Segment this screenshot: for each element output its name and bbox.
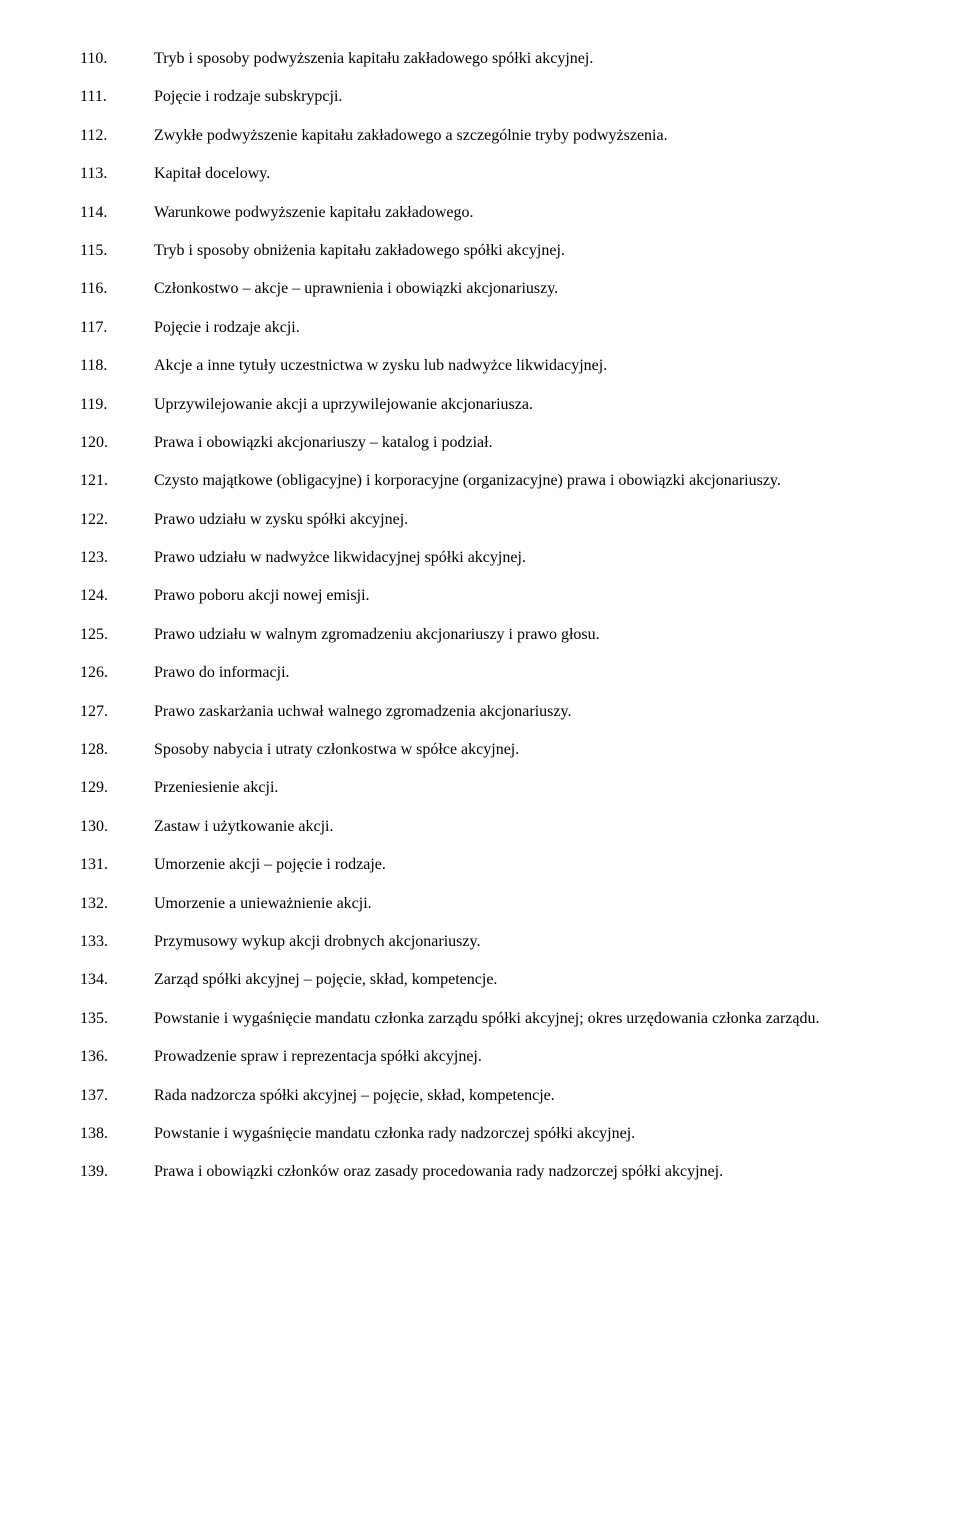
list-item-number: 110. bbox=[80, 40, 154, 78]
list-item-number: 119. bbox=[80, 386, 154, 424]
list-item: 138.Powstanie i wygaśnięcie mandatu czło… bbox=[80, 1115, 880, 1153]
list-item-number: 116. bbox=[80, 270, 154, 308]
list-item: 112.Zwykłe podwyższenie kapitału zakłado… bbox=[80, 117, 880, 155]
list-item: 129.Przeniesienie akcji. bbox=[80, 769, 880, 807]
list-item: 122.Prawo udziału w zysku spółki akcyjne… bbox=[80, 501, 880, 539]
list-item: 124.Prawo poboru akcji nowej emisji. bbox=[80, 577, 880, 615]
list-item: 121.Czysto majątkowe (obligacyjne) i kor… bbox=[80, 462, 880, 500]
list-item-text: Członkostwo – akcje – uprawnienia i obow… bbox=[154, 270, 880, 308]
list-item-number: 130. bbox=[80, 808, 154, 846]
list-item: 127.Prawo zaskarżania uchwał walnego zgr… bbox=[80, 693, 880, 731]
list-item-text: Prawa i obowiązki akcjonariuszy – katalo… bbox=[154, 424, 880, 462]
list-item-text: Czysto majątkowe (obligacyjne) i korpora… bbox=[154, 462, 880, 500]
list-item-number: 117. bbox=[80, 309, 154, 347]
list-item: 135.Powstanie i wygaśnięcie mandatu czło… bbox=[80, 1000, 880, 1038]
list-item-text: Kapitał docelowy. bbox=[154, 155, 880, 193]
list-item-number: 124. bbox=[80, 577, 154, 615]
list-item-text: Przeniesienie akcji. bbox=[154, 769, 880, 807]
list-item-number: 134. bbox=[80, 961, 154, 999]
list-item-text: Rada nadzorcza spółki akcyjnej – pojęcie… bbox=[154, 1077, 880, 1115]
list-item-text: Prawo udziału w nadwyżce likwidacyjnej s… bbox=[154, 539, 880, 577]
list-item-number: 138. bbox=[80, 1115, 154, 1153]
list-item-number: 118. bbox=[80, 347, 154, 385]
list-item-number: 111. bbox=[80, 78, 154, 116]
list-item-text: Umorzenie akcji – pojęcie i rodzaje. bbox=[154, 846, 880, 884]
list-item: 125.Prawo udziału w walnym zgromadzeniu … bbox=[80, 616, 880, 654]
list-item: 119.Uprzywilejowanie akcji a uprzywilejo… bbox=[80, 386, 880, 424]
list-item: 123.Prawo udziału w nadwyżce likwidacyjn… bbox=[80, 539, 880, 577]
list-item-text: Uprzywilejowanie akcji a uprzywilejowani… bbox=[154, 386, 880, 424]
list-item-text: Zarząd spółki akcyjnej – pojęcie, skład,… bbox=[154, 961, 880, 999]
list-item-number: 115. bbox=[80, 232, 154, 270]
list-item-text: Powstanie i wygaśnięcie mandatu członka … bbox=[154, 1115, 880, 1153]
list-item: 111.Pojęcie i rodzaje subskrypcji. bbox=[80, 78, 880, 116]
list-item: 133.Przymusowy wykup akcji drobnych akcj… bbox=[80, 923, 880, 961]
list-item-number: 136. bbox=[80, 1038, 154, 1076]
list-item-text: Pojęcie i rodzaje akcji. bbox=[154, 309, 880, 347]
list-item: 137.Rada nadzorcza spółki akcyjnej – poj… bbox=[80, 1077, 880, 1115]
list-item-number: 120. bbox=[80, 424, 154, 462]
list-item: 126.Prawo do informacji. bbox=[80, 654, 880, 692]
list-item-number: 114. bbox=[80, 194, 154, 232]
list-item-text: Tryb i sposoby obniżenia kapitału zakład… bbox=[154, 232, 880, 270]
list-item: 120.Prawa i obowiązki akcjonariuszy – ka… bbox=[80, 424, 880, 462]
list-item-number: 123. bbox=[80, 539, 154, 577]
list-item: 131.Umorzenie akcji – pojęcie i rodzaje. bbox=[80, 846, 880, 884]
list-item-number: 121. bbox=[80, 462, 154, 500]
list-item-number: 133. bbox=[80, 923, 154, 961]
list-item: 114.Warunkowe podwyższenie kapitału zakł… bbox=[80, 194, 880, 232]
list-item-number: 125. bbox=[80, 616, 154, 654]
list-item: 132.Umorzenie a unieważnienie akcji. bbox=[80, 885, 880, 923]
list-item-number: 135. bbox=[80, 1000, 154, 1038]
list-item-number: 129. bbox=[80, 769, 154, 807]
list-item: 139.Prawa i obowiązki członków oraz zasa… bbox=[80, 1153, 880, 1191]
list-item-number: 128. bbox=[80, 731, 154, 769]
list-item: 134.Zarząd spółki akcyjnej – pojęcie, sk… bbox=[80, 961, 880, 999]
list-item-text: Prawa i obowiązki członków oraz zasady p… bbox=[154, 1153, 880, 1191]
list-item-number: 137. bbox=[80, 1077, 154, 1115]
list-item-text: Prawo zaskarżania uchwał walnego zgromad… bbox=[154, 693, 880, 731]
list-item-text: Zwykłe podwyższenie kapitału zakładowego… bbox=[154, 117, 880, 155]
numbered-list: 110.Tryb i sposoby podwyższenia kapitału… bbox=[80, 40, 880, 1192]
list-item: 116.Członkostwo – akcje – uprawnienia i … bbox=[80, 270, 880, 308]
list-item: 110.Tryb i sposoby podwyższenia kapitału… bbox=[80, 40, 880, 78]
list-item-text: Prawo udziału w zysku spółki akcyjnej. bbox=[154, 501, 880, 539]
list-item-text: Umorzenie a unieważnienie akcji. bbox=[154, 885, 880, 923]
list-item-text: Prawo poboru akcji nowej emisji. bbox=[154, 577, 880, 615]
list-item: 113.Kapitał docelowy. bbox=[80, 155, 880, 193]
list-item-text: Prowadzenie spraw i reprezentacja spółki… bbox=[154, 1038, 880, 1076]
list-item: 128.Sposoby nabycia i utraty członkostwa… bbox=[80, 731, 880, 769]
list-item: 117.Pojęcie i rodzaje akcji. bbox=[80, 309, 880, 347]
list-item: 130.Zastaw i użytkowanie akcji. bbox=[80, 808, 880, 846]
list-item-text: Sposoby nabycia i utraty członkostwa w s… bbox=[154, 731, 880, 769]
list-item-number: 132. bbox=[80, 885, 154, 923]
list-item-number: 112. bbox=[80, 117, 154, 155]
list-item-text: Tryb i sposoby podwyższenia kapitału zak… bbox=[154, 40, 880, 78]
list-item-number: 139. bbox=[80, 1153, 154, 1191]
list-item: 136.Prowadzenie spraw i reprezentacja sp… bbox=[80, 1038, 880, 1076]
list-item-text: Prawo do informacji. bbox=[154, 654, 880, 692]
list-item-text: Powstanie i wygaśnięcie mandatu członka … bbox=[154, 1000, 880, 1038]
list-item-number: 126. bbox=[80, 654, 154, 692]
list-item-number: 113. bbox=[80, 155, 154, 193]
list-item-number: 127. bbox=[80, 693, 154, 731]
list-item-text: Warunkowe podwyższenie kapitału zakładow… bbox=[154, 194, 880, 232]
list-item-text: Prawo udziału w walnym zgromadzeniu akcj… bbox=[154, 616, 880, 654]
list-item-number: 122. bbox=[80, 501, 154, 539]
list-item-text: Akcje a inne tytuły uczestnictwa w zysku… bbox=[154, 347, 880, 385]
list-item-text: Przymusowy wykup akcji drobnych akcjonar… bbox=[154, 923, 880, 961]
list-item-text: Pojęcie i rodzaje subskrypcji. bbox=[154, 78, 880, 116]
list-item-number: 131. bbox=[80, 846, 154, 884]
list-item-text: Zastaw i użytkowanie akcji. bbox=[154, 808, 880, 846]
list-item: 118.Akcje a inne tytuły uczestnictwa w z… bbox=[80, 347, 880, 385]
list-item: 115.Tryb i sposoby obniżenia kapitału za… bbox=[80, 232, 880, 270]
